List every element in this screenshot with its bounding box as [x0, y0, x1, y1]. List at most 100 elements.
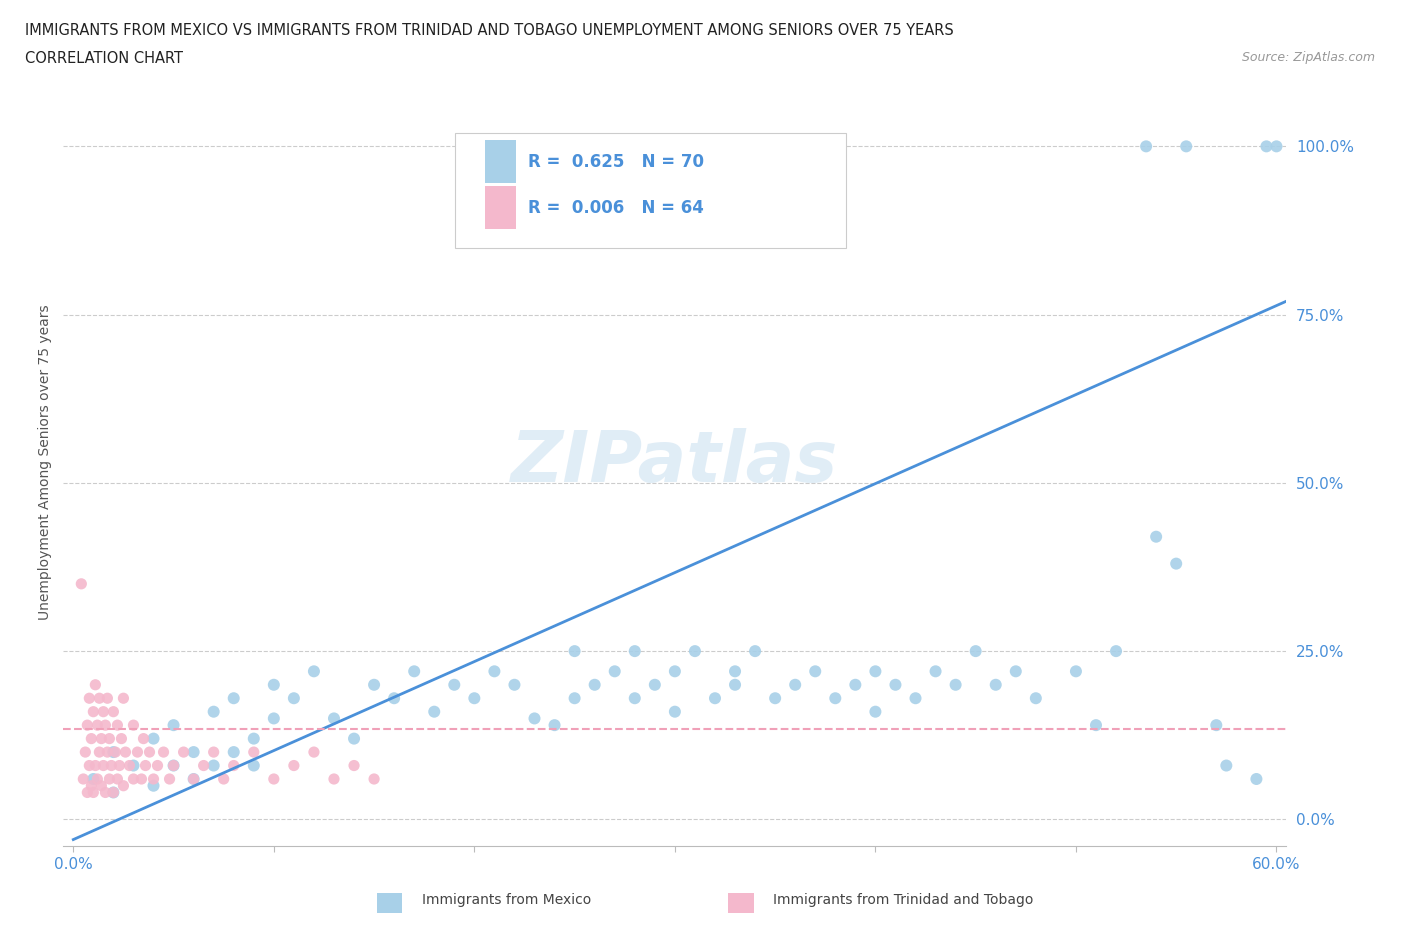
Point: [644, 677, 666, 692]
Point: [945, 677, 967, 692]
Point: [103, 745, 125, 760]
Point: [443, 677, 465, 692]
Point: [98, 772, 121, 787]
Point: [93, 704, 115, 719]
Point: [242, 731, 264, 746]
Text: Immigrants from Mexico: Immigrants from Mexico: [422, 893, 591, 907]
Point: [924, 664, 946, 679]
Point: [80, 778, 103, 793]
Point: [122, 758, 145, 773]
Point: [114, 745, 136, 760]
Point: [543, 718, 565, 733]
Point: [110, 731, 132, 746]
Point: [363, 772, 385, 787]
Point: [152, 745, 174, 760]
Point: [302, 745, 325, 760]
Point: [1205, 718, 1227, 733]
Point: [1166, 556, 1188, 571]
Point: [1085, 718, 1108, 733]
Point: [96, 745, 118, 760]
Point: [75, 745, 97, 760]
Point: [202, 758, 225, 773]
Point: [146, 758, 169, 773]
Point: [76, 785, 98, 800]
Point: [96, 691, 118, 706]
Point: [104, 745, 127, 760]
Point: [89, 691, 111, 706]
Point: [162, 758, 184, 773]
Point: [263, 711, 285, 726]
Point: [80, 731, 103, 746]
Point: [162, 758, 184, 773]
Point: [70, 577, 93, 591]
Point: [744, 644, 766, 658]
Point: [103, 785, 125, 800]
Point: [76, 718, 98, 733]
Point: [785, 677, 807, 692]
Point: [108, 758, 131, 773]
Point: [824, 691, 846, 706]
Point: [162, 718, 184, 733]
Point: [222, 758, 245, 773]
Point: [122, 772, 145, 787]
Point: [134, 758, 156, 773]
Point: [138, 745, 160, 760]
Point: [724, 664, 747, 679]
Point: [404, 664, 426, 679]
Text: R =  0.625   N = 70: R = 0.625 N = 70: [529, 153, 704, 171]
Point: [242, 745, 264, 760]
Point: [100, 758, 122, 773]
Point: [93, 758, 115, 773]
Point: [72, 772, 94, 787]
Point: [82, 772, 104, 787]
Point: [1175, 139, 1198, 153]
Point: [94, 785, 117, 800]
Point: [844, 677, 866, 692]
Point: [86, 772, 108, 787]
Text: R =  0.006   N = 64: R = 0.006 N = 64: [529, 199, 704, 217]
Point: [423, 704, 446, 719]
Point: [173, 745, 195, 760]
Point: [79, 758, 101, 773]
Point: [664, 664, 686, 679]
Point: [965, 644, 987, 658]
Point: [564, 644, 586, 658]
Point: [118, 758, 141, 773]
Point: [523, 711, 546, 726]
Point: [131, 772, 153, 787]
Point: [263, 677, 285, 692]
Point: [984, 677, 1007, 692]
Point: [142, 731, 165, 746]
Point: [323, 772, 346, 787]
Point: [79, 691, 101, 706]
Point: [603, 664, 626, 679]
Point: [1144, 529, 1167, 544]
Y-axis label: Unemployment Among Seniors over 75 years: Unemployment Among Seniors over 75 years: [38, 305, 52, 620]
Point: [222, 745, 245, 760]
Point: [503, 677, 526, 692]
Point: [82, 704, 104, 719]
Point: [1215, 758, 1237, 773]
Point: [583, 677, 606, 692]
Point: [222, 691, 245, 706]
Point: [202, 745, 225, 760]
Text: Immigrants from Trinidad and Tobago: Immigrants from Trinidad and Tobago: [773, 893, 1033, 907]
Point: [724, 677, 747, 692]
Point: [664, 704, 686, 719]
Point: [202, 704, 225, 719]
Point: [484, 664, 506, 679]
Point: [242, 758, 264, 773]
Point: [1135, 139, 1157, 153]
Point: [183, 745, 205, 760]
Point: [212, 772, 235, 787]
Point: [463, 691, 485, 706]
Point: [98, 731, 121, 746]
Point: [683, 644, 706, 658]
Point: [142, 778, 165, 793]
Point: [112, 778, 135, 793]
FancyBboxPatch shape: [485, 187, 516, 229]
Point: [1025, 691, 1047, 706]
Point: [363, 677, 385, 692]
Point: [884, 677, 907, 692]
Point: [1246, 772, 1268, 787]
